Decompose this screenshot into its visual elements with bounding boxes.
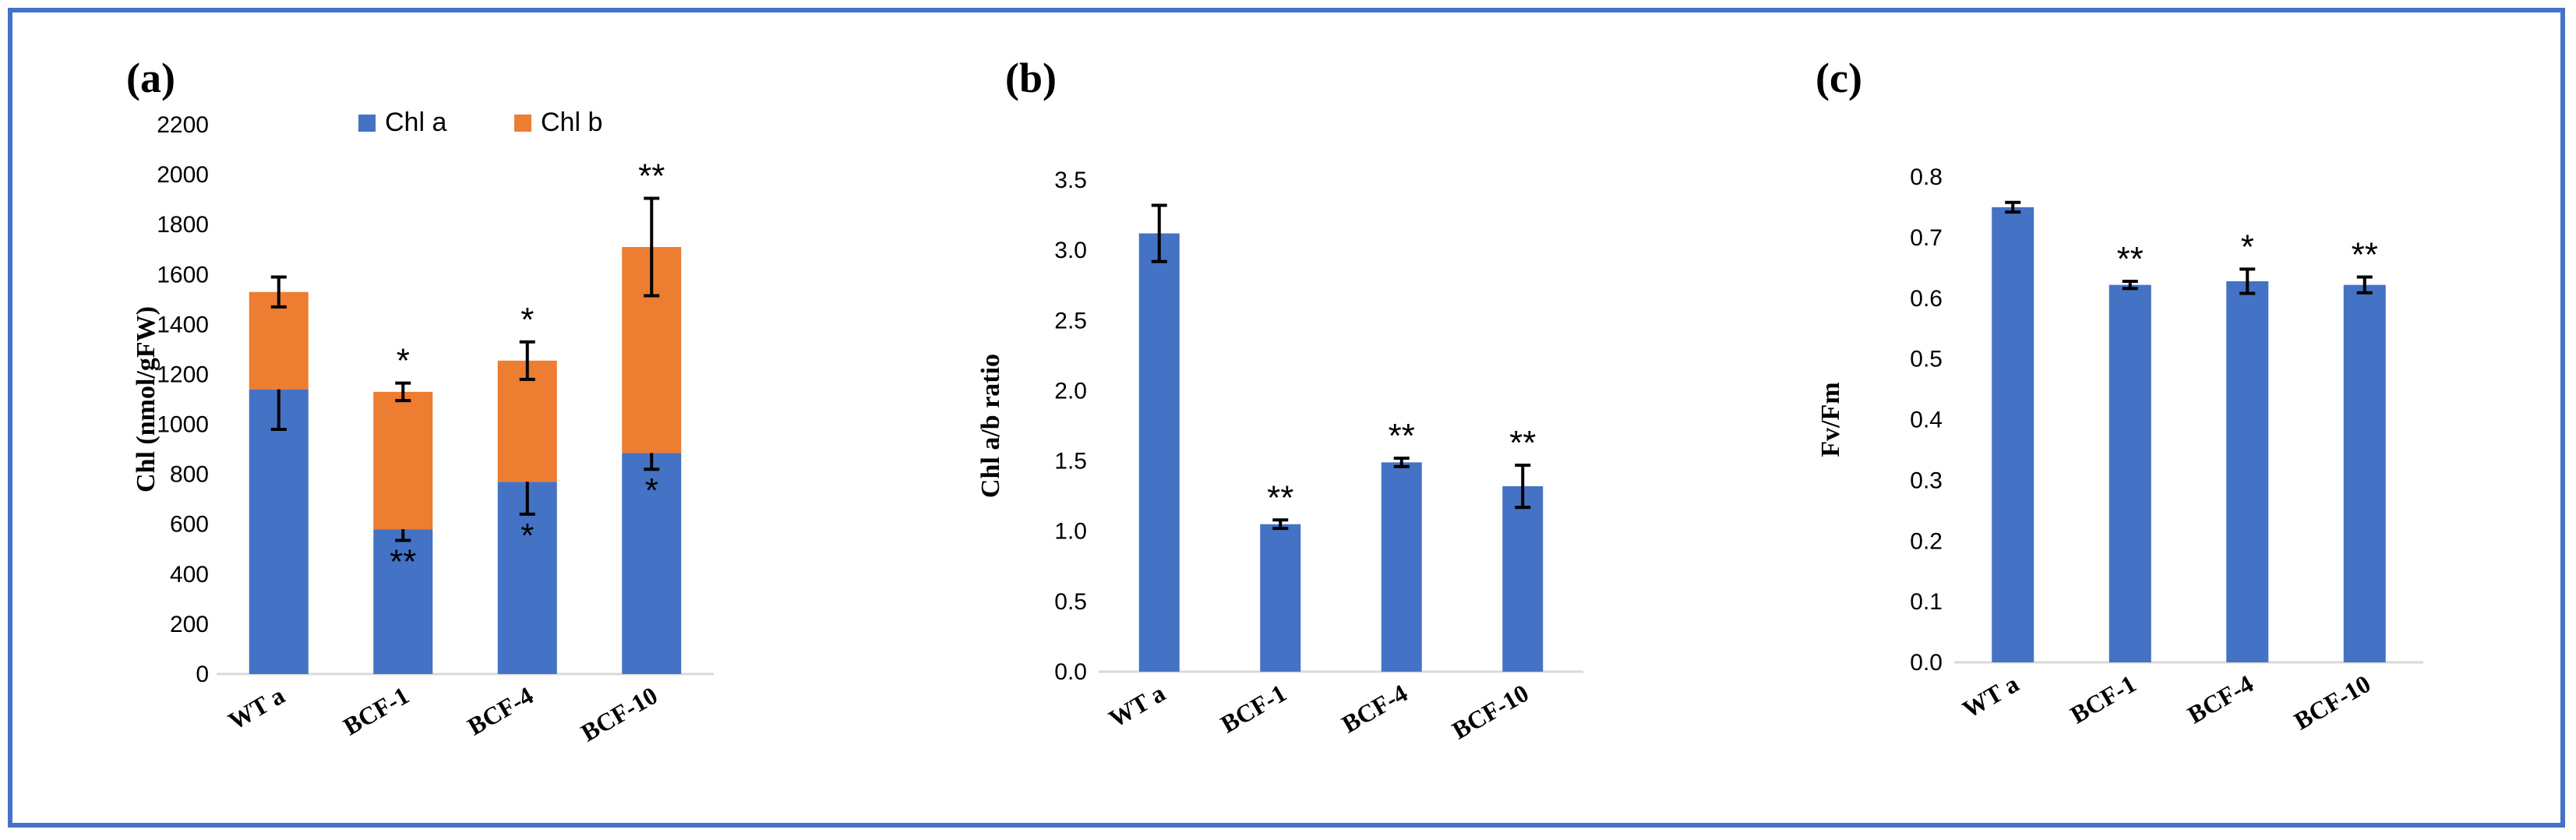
y-tick-label: 600 xyxy=(170,512,209,538)
x-tick-label: WT a xyxy=(1104,679,1170,733)
x-tick-label: BCF-1 xyxy=(2066,669,2141,729)
panel-label: (c) xyxy=(1816,55,1862,101)
legend-swatch xyxy=(514,115,531,132)
y-tick-label: 1400 xyxy=(157,312,209,337)
significance-mark: ** xyxy=(1509,424,1536,462)
y-tick-label: 1000 xyxy=(157,412,209,438)
bar-value xyxy=(1381,462,1422,672)
y-tick-label: 0 xyxy=(196,662,209,687)
y-tick-label: 0.7 xyxy=(1910,225,1943,251)
x-tick-label: WT a xyxy=(1957,669,2023,724)
y-tick-label: 1800 xyxy=(157,212,209,238)
legend-swatch xyxy=(358,115,376,132)
y-tick-label: 400 xyxy=(170,562,209,588)
significance-mark: ** xyxy=(1267,478,1293,517)
y-tick-label: 3.0 xyxy=(1054,238,1087,263)
y-tick-label: 0.6 xyxy=(1910,286,1943,312)
x-tick-label: WT a xyxy=(224,681,289,736)
bar-value xyxy=(1992,206,2034,662)
y-axis-label: Chl a/b ratio xyxy=(976,354,1005,498)
y-axis-label: Fv/Fm xyxy=(1816,382,1845,457)
x-tick-label: BCF-4 xyxy=(463,681,538,741)
bar-value xyxy=(2226,281,2269,662)
bar-chl-b xyxy=(373,391,433,530)
bar-chl-a xyxy=(373,529,433,674)
y-tick-label: 200 xyxy=(170,612,209,637)
panel-label: (a) xyxy=(126,55,175,101)
y-tick-label: 1600 xyxy=(157,262,209,288)
y-tick-label: 2200 xyxy=(157,112,209,138)
significance-mark: ** xyxy=(2117,240,2144,278)
bar-value xyxy=(2343,284,2386,662)
y-tick-label: 0.0 xyxy=(1910,650,1943,676)
significance-mark: * xyxy=(2241,228,2254,266)
significance-mark: ** xyxy=(2352,235,2378,274)
bar-value xyxy=(1260,524,1301,672)
y-tick-label: 1.5 xyxy=(1054,449,1087,475)
significance-mark: * xyxy=(520,517,534,555)
y-tick-label: 0.3 xyxy=(1910,468,1943,493)
y-tick-label: 0.1 xyxy=(1910,589,1943,615)
x-tick-label: BCF-4 xyxy=(2183,669,2258,729)
y-axis-label: Chl (nmol/gFW) xyxy=(132,306,161,492)
y-tick-label: 800 xyxy=(170,462,209,488)
y-tick-label: 2.0 xyxy=(1054,378,1087,404)
y-tick-label: 2.5 xyxy=(1054,308,1087,334)
bar-chl-a xyxy=(622,453,682,674)
y-tick-label: 3.5 xyxy=(1054,168,1087,193)
x-tick-label: BCF-1 xyxy=(338,681,414,741)
y-tick-label: 1.0 xyxy=(1054,519,1087,545)
panel-label: (b) xyxy=(1005,55,1057,101)
significance-mark: ** xyxy=(390,543,416,581)
y-tick-label: 0.0 xyxy=(1054,659,1087,685)
y-tick-label: 0.5 xyxy=(1054,589,1087,615)
bar-value xyxy=(1502,486,1544,672)
bar-value xyxy=(1138,233,1180,672)
y-tick-label: 0.8 xyxy=(1910,164,1943,190)
significance-mark: ** xyxy=(638,157,665,196)
y-tick-label: 0.2 xyxy=(1910,528,1943,554)
bar-chl-a xyxy=(249,389,309,674)
significance-mark: * xyxy=(645,471,658,510)
bar-value xyxy=(2108,284,2151,662)
x-tick-label: BCF-1 xyxy=(1216,679,1291,739)
legend-label: Chl a xyxy=(385,108,446,137)
x-tick-label: BCF-10 xyxy=(576,681,662,747)
x-tick-label: BCF-10 xyxy=(2289,669,2375,736)
significance-mark: ** xyxy=(1389,417,1415,455)
significance-mark: * xyxy=(397,342,410,380)
x-tick-label: BCF-4 xyxy=(1337,679,1413,739)
y-tick-label: 1200 xyxy=(157,362,209,387)
y-tick-label: 0.5 xyxy=(1910,347,1943,372)
y-tick-label: 0.4 xyxy=(1910,408,1943,433)
legend-label: Chl b xyxy=(541,108,602,137)
significance-mark: * xyxy=(520,301,534,339)
y-tick-label: 2000 xyxy=(157,162,209,188)
x-tick-label: BCF-10 xyxy=(1447,679,1533,745)
